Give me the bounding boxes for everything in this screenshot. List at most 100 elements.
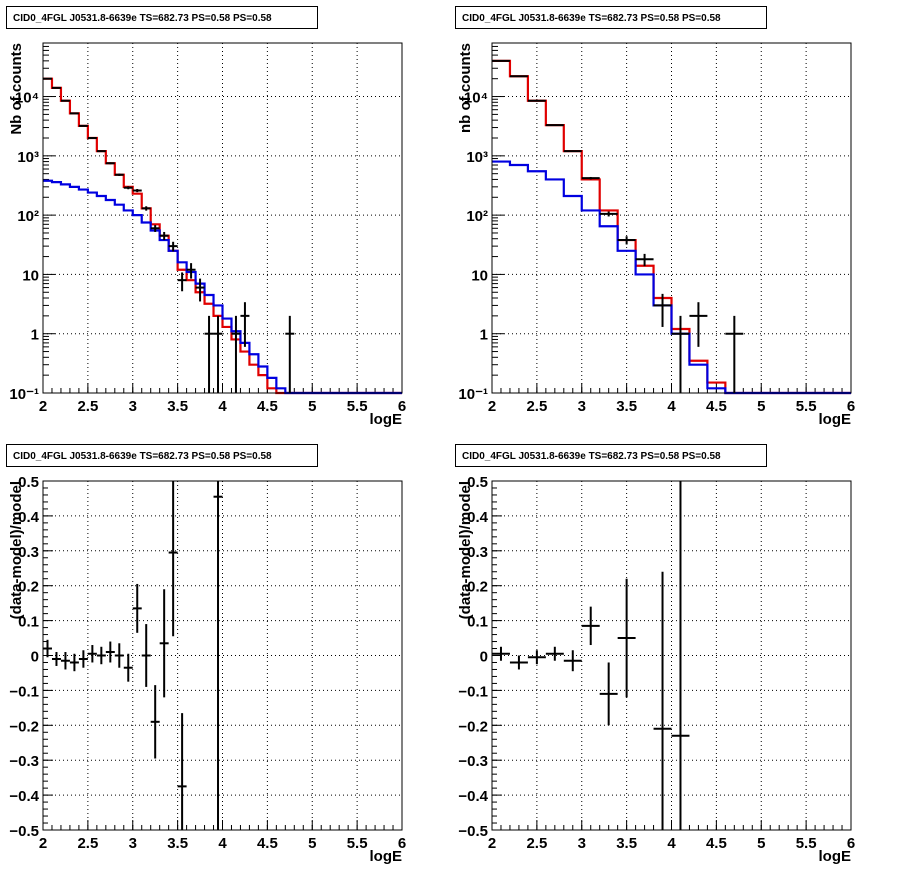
- spectrum-panel-right: 2 2.5 3 3.5 4 4.5 5 5.5 6 10⁻¹ 1 10 10² 10³ 10⁴ logE nb …: [457, 42, 855, 428]
- residual-point: [545, 646, 564, 661]
- y-tick-label: 1: [480, 327, 488, 344]
- y-tick-label: 10⁴: [15, 90, 39, 107]
- x-axis-title: logE: [819, 848, 852, 865]
- x-axis-title: logE: [370, 848, 403, 865]
- y-tick-label: 0.2: [467, 579, 488, 596]
- x-tick-label: 5: [308, 835, 316, 852]
- data-point: [725, 315, 744, 393]
- data-point: [204, 315, 214, 393]
- residual-point: [69, 653, 79, 672]
- data-point: [671, 315, 690, 393]
- plot-frame: [491, 42, 852, 394]
- residual-point: [671, 481, 690, 830]
- residual-point: [105, 641, 115, 663]
- data-point: [177, 272, 187, 292]
- y-tick-label: 10²: [466, 208, 488, 225]
- x-tick-label: 4.5: [257, 398, 278, 415]
- y-tick-label: 10³: [466, 149, 488, 166]
- x-tick-label: 5: [308, 398, 316, 415]
- y-tick-label: 0.2: [18, 579, 39, 596]
- data-point: [186, 263, 196, 279]
- data-point: [231, 315, 241, 393]
- residual-point: [213, 481, 223, 830]
- x-tick-label: 2.5: [526, 835, 547, 852]
- data-point: [69, 112, 79, 115]
- x-tick-label: 3: [129, 835, 137, 852]
- residual-point: [141, 624, 151, 687]
- residual-point: [96, 646, 106, 665]
- data-point: [150, 225, 160, 232]
- residual-point: [43, 639, 52, 658]
- data-point: [105, 162, 115, 165]
- residual-point: [78, 650, 88, 668]
- data-point: [653, 293, 672, 327]
- data-point: [159, 231, 169, 241]
- panel-title: CID0_4FGL J0531.8-6639e TS=682.73 PS=0.5…: [6, 444, 318, 467]
- residual-point: [150, 685, 160, 759]
- y-tick-label: −0.1: [9, 683, 39, 700]
- y-tick-label: 0.1: [18, 614, 39, 631]
- data-point: [527, 99, 546, 102]
- x-tick-label: 4: [667, 835, 676, 852]
- data-point: [545, 124, 564, 127]
- y-tick-label: −0.2: [9, 718, 39, 735]
- y-axis-title: (data-model)/model: [8, 481, 25, 619]
- x-tick-label: 3.5: [167, 398, 188, 415]
- residual-point: [51, 652, 61, 666]
- residual-point: [87, 645, 97, 663]
- residual-point: [653, 571, 672, 830]
- y-tick-label: −0.1: [458, 683, 488, 700]
- x-tick-label: 2.5: [77, 835, 98, 852]
- data-point: [87, 136, 97, 139]
- data-point: [635, 253, 654, 267]
- x-tick-label: 5.5: [347, 398, 368, 415]
- x-tick-label: 3: [578, 398, 586, 415]
- data-point: [240, 302, 250, 347]
- data-point: [60, 99, 70, 102]
- x-tick-label: 4: [667, 398, 676, 415]
- data-point: [114, 173, 124, 176]
- y-tick-label: 0.1: [467, 614, 488, 631]
- x-tick-label: 2.5: [526, 398, 547, 415]
- x-tick-label: 5.5: [796, 398, 817, 415]
- panel-title: CID0_4FGL J0531.8-6639e TS=682.73 PS=0.5…: [455, 444, 767, 467]
- residual-panel-right: 2 2.5 3 3.5 4 4.5 5 5.5 6 −0.5 −0.4 −0.3 −0.2 −0.1 0 0.…: [457, 474, 855, 865]
- data-point: [689, 302, 708, 347]
- data-point: [599, 211, 618, 217]
- residual-point: [159, 589, 169, 698]
- y-tick-label: −0.3: [9, 753, 39, 770]
- residual-point: [492, 646, 510, 661]
- data-point: [132, 188, 142, 193]
- y-tick-label: −0.5: [9, 823, 39, 840]
- residual-point: [599, 662, 618, 726]
- x-tick-label: 3.5: [167, 835, 188, 852]
- x-tick-label: 3: [129, 398, 137, 415]
- y-tick-label: −0.4: [458, 788, 488, 805]
- x-axis-title: logE: [819, 411, 852, 428]
- residual-point: [168, 481, 178, 637]
- residual-point: [581, 606, 600, 646]
- residual-point: [617, 578, 636, 698]
- data-point: [123, 186, 133, 190]
- residual-point: [123, 653, 133, 682]
- data-point: [141, 206, 151, 211]
- data-point: [78, 124, 88, 127]
- y-tick-label: 10²: [17, 208, 39, 225]
- residual-point: [509, 655, 528, 670]
- y-tick-label: 0.3: [18, 544, 39, 561]
- residual-point: [114, 643, 124, 668]
- x-tick-label: 6: [847, 398, 855, 415]
- x-tick-label: 5.5: [796, 835, 817, 852]
- y-axis-title: nb of counts: [457, 43, 474, 133]
- y-tick-label: 10⁴: [464, 90, 488, 107]
- x-axis-title: logE: [370, 411, 403, 428]
- data-point: [581, 176, 600, 180]
- y-tick-label: 0.4: [467, 509, 489, 526]
- data-point: [285, 315, 295, 393]
- plot-frame: [491, 480, 852, 831]
- y-tick-label: 10³: [17, 149, 39, 166]
- x-tick-label: 4: [218, 398, 227, 415]
- y-tick-label: 0.3: [467, 544, 488, 561]
- y-tick-label: 0: [480, 649, 488, 666]
- x-tick-label: 4.5: [706, 835, 727, 852]
